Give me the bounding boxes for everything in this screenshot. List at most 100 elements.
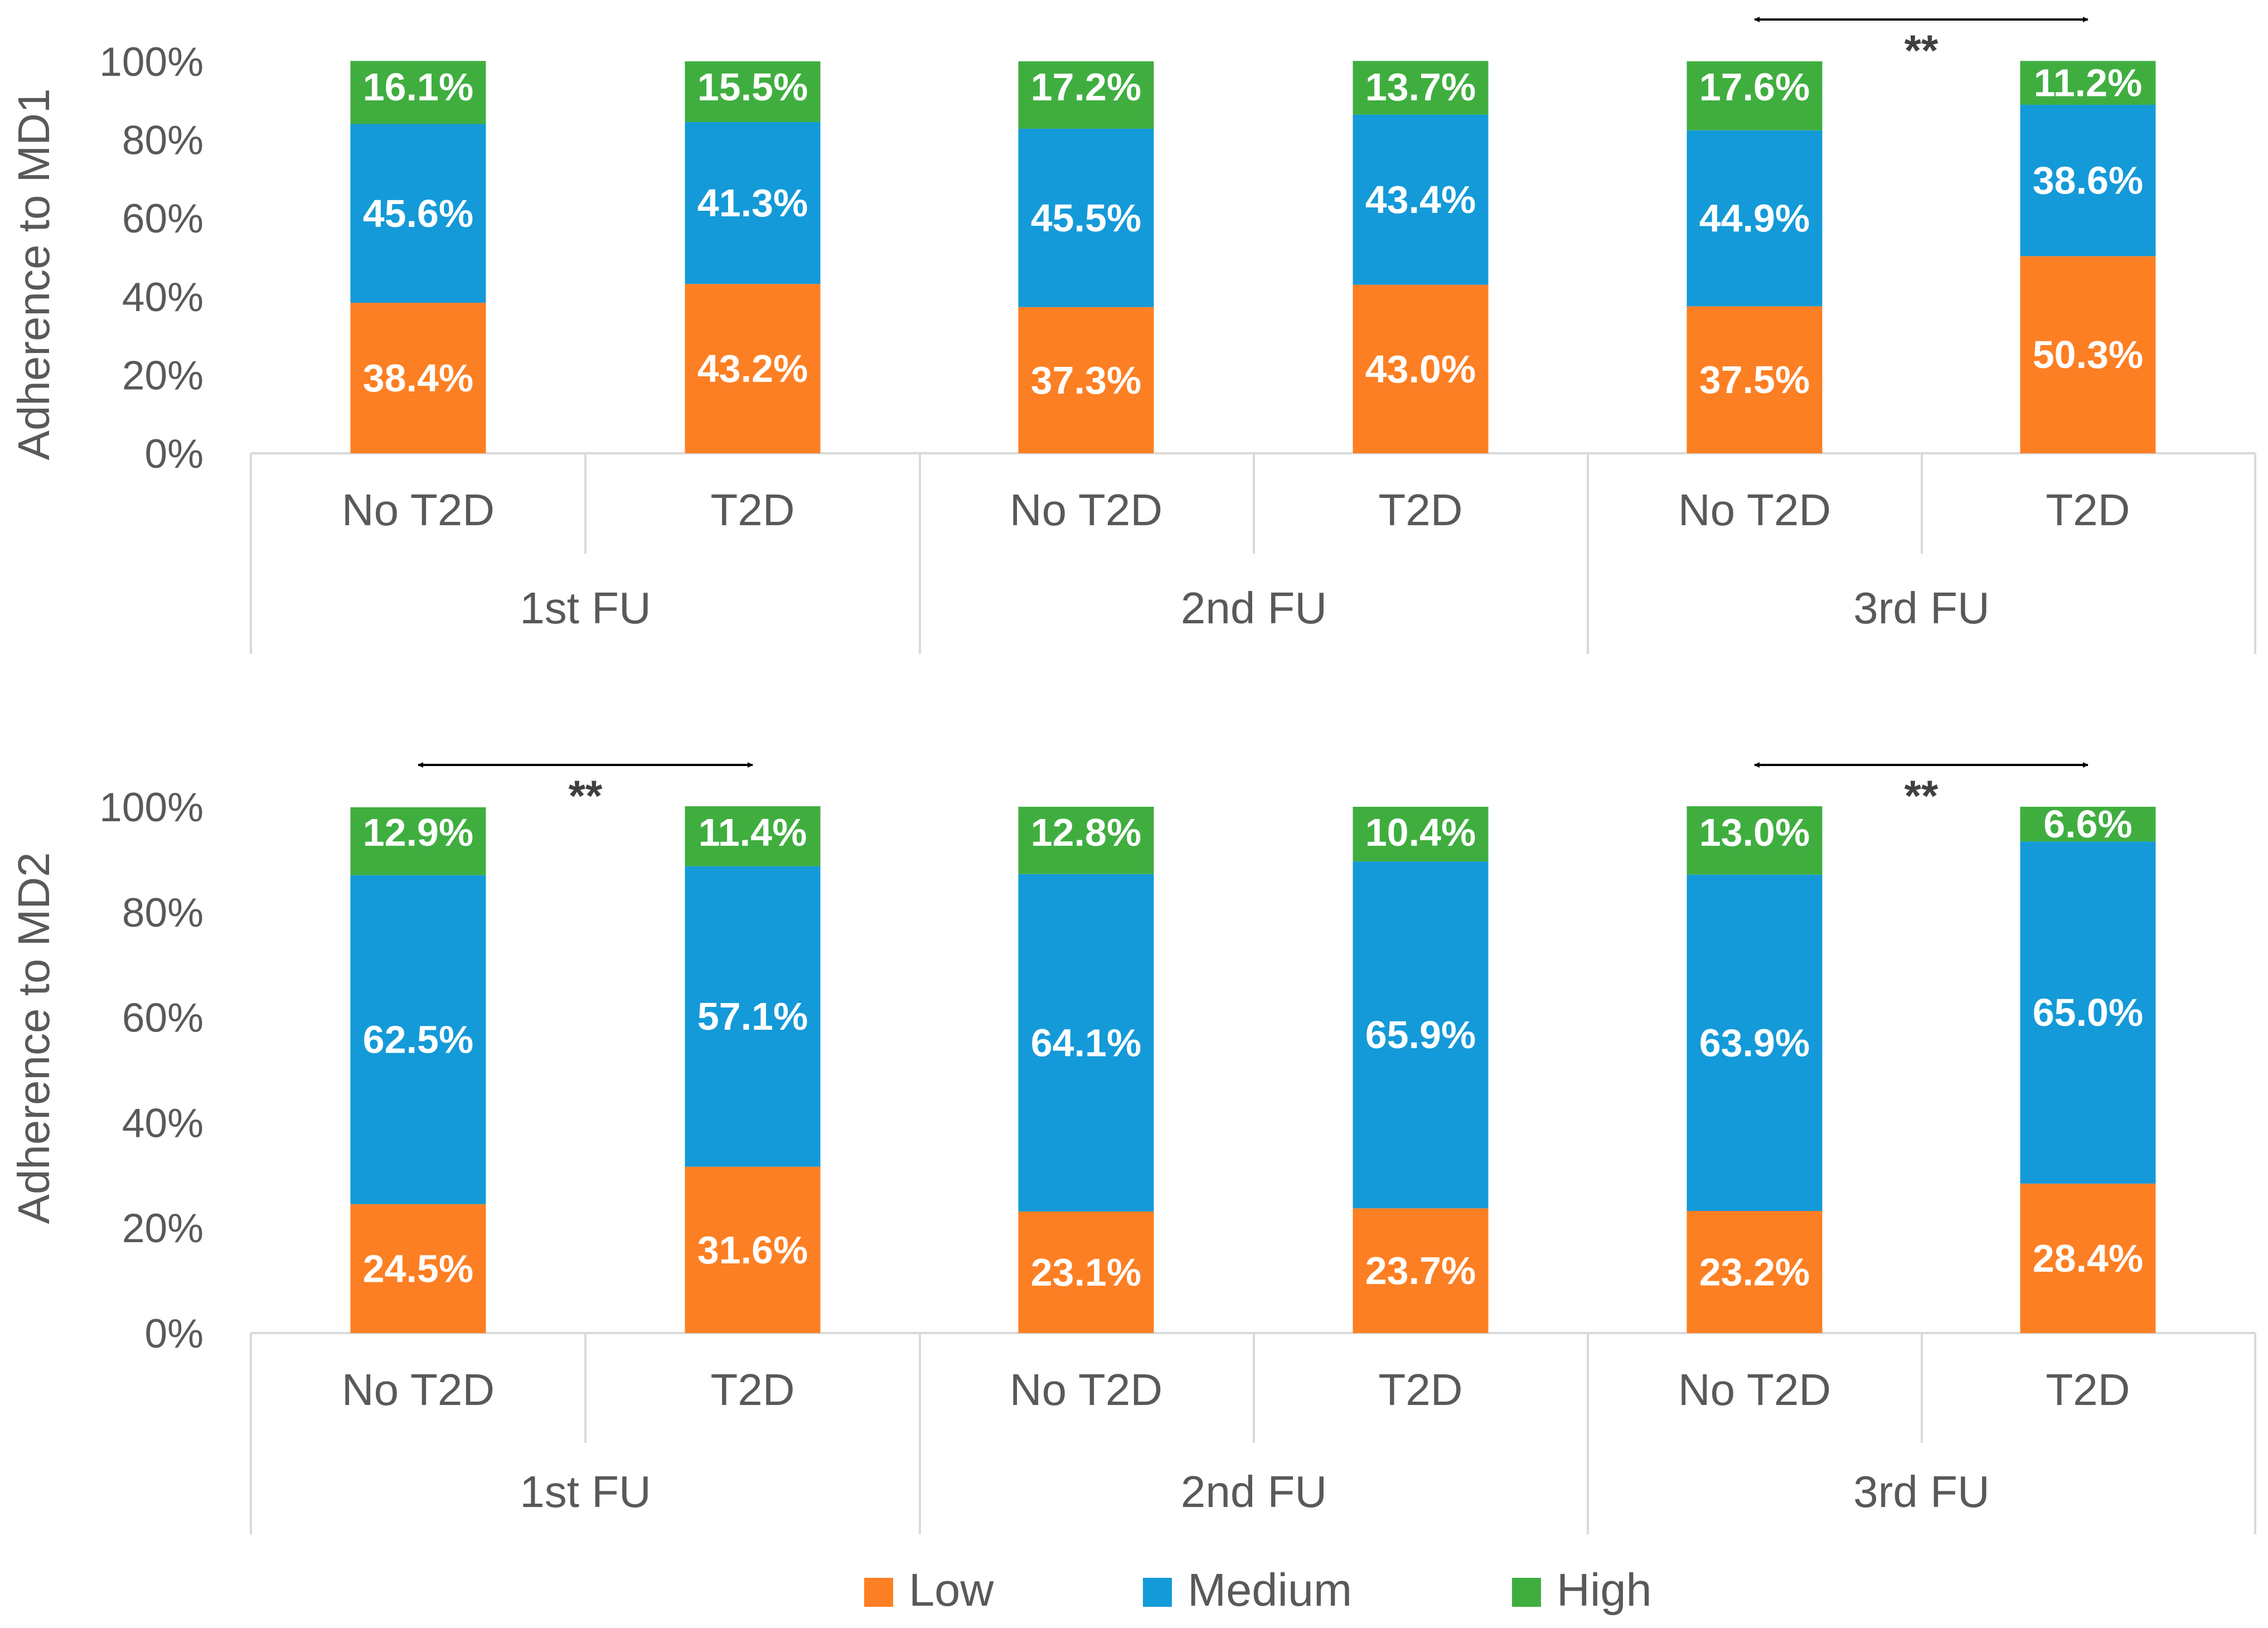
data-label-medium: 63.9% (1699, 1021, 1810, 1064)
legend-swatch-high (1512, 1578, 1541, 1607)
significance-marker: ** (1904, 26, 1939, 75)
data-label-medium: 65.0% (2033, 991, 2143, 1034)
y-tick-label: 80% (122, 890, 203, 936)
category-label: T2D (1378, 485, 1462, 535)
data-label-high: 10.4% (1365, 811, 1476, 854)
bar-segment-low (1687, 306, 1823, 453)
bar-segment-medium (1687, 874, 1823, 1211)
data-label-high: 17.6% (1699, 65, 1810, 109)
bar-segment-low (2020, 256, 2156, 453)
category-label: T2D (2046, 485, 2130, 535)
bar-segment-low (350, 1204, 486, 1333)
chart-panel-1: 0% 20% 40% 60% 80% 100% Adherence to MD1 38.4% 4… (9, 17, 2256, 654)
data-label-low: 50.3% (2033, 333, 2143, 376)
bar-segment-medium (1018, 874, 1154, 1212)
data-label-high: 12.8% (1031, 811, 1141, 854)
data-label-medium: 38.6% (2033, 159, 2143, 202)
chart-panel-2: 0% 20% 40% 60% 80% 100% Adherence to MD2 24.5% 6… (9, 762, 2256, 1534)
data-label-medium: 44.9% (1699, 197, 1810, 240)
y-tick-label: 60% (122, 996, 203, 1041)
y-tick-label: 40% (122, 275, 203, 320)
bar-segment-medium (685, 866, 821, 1167)
bar-segment-low (1353, 284, 1489, 453)
data-label-low: 43.2% (697, 347, 808, 390)
data-label-high: 11.4% (699, 811, 807, 854)
y-tick-label: 80% (122, 118, 203, 163)
bar-segment-low (685, 1166, 821, 1333)
legend-label-low: Low (909, 1564, 994, 1616)
group-label: 3rd FU (1853, 583, 1990, 633)
data-label-high: 13.7% (1365, 65, 1476, 109)
y-axis-label: Adherence to MD1 (9, 88, 59, 460)
bar-segment-high (350, 61, 486, 124)
category-label: No T2D (342, 1365, 495, 1414)
bar-segment-medium (2020, 105, 2156, 256)
group-label: 2nd FU (1181, 1467, 1327, 1516)
bar-segment-high (1687, 806, 1823, 875)
y-tick-label: 100% (99, 785, 203, 830)
data-label-medium: 64.1% (1031, 1021, 1141, 1064)
data-label-medium: 41.3% (697, 181, 808, 225)
category-label: No T2D (1678, 1365, 1831, 1414)
data-label-high: 12.9% (363, 811, 473, 854)
bar-segment-high (2020, 61, 2156, 105)
legend-swatch-low (864, 1578, 893, 1607)
data-label-low: 24.5% (363, 1247, 473, 1290)
bar-segment-medium (1353, 114, 1489, 285)
bar-segment-high (685, 806, 821, 866)
category-label: T2D (2046, 1365, 2130, 1414)
data-label-high: 16.1% (363, 65, 473, 109)
group-label: 3rd FU (1853, 1467, 1990, 1516)
data-label-low: 37.5% (1699, 358, 1810, 401)
bar-segment-medium (350, 124, 486, 303)
category-label: T2D (1378, 1365, 1462, 1414)
y-tick-label: 20% (122, 353, 203, 398)
legend-swatch-medium (1143, 1578, 1172, 1607)
significance-marker: ** (1904, 771, 1939, 820)
data-label-medium: 45.5% (1031, 196, 1141, 240)
category-label: T2D (710, 1365, 794, 1414)
legend-label-high: High (1557, 1564, 1652, 1616)
data-label-low: 43.0% (1365, 347, 1476, 391)
bar-segment-high (2020, 807, 2156, 842)
group-label: 2nd FU (1181, 583, 1327, 633)
bar-segment-medium (350, 875, 486, 1204)
data-label-high: 6.6% (2043, 802, 2133, 846)
bar-segment-high (1018, 807, 1154, 874)
data-label-medium: 62.5% (363, 1018, 473, 1062)
bar-segment-low (2020, 1183, 2156, 1333)
data-label-low: 28.4% (2033, 1237, 2143, 1280)
bar-segment-medium (1353, 861, 1489, 1209)
bar-segment-low (1018, 1211, 1154, 1333)
significance-marker: ** (569, 771, 603, 820)
bar-segment-low (1687, 1210, 1823, 1333)
y-tick-label: 0% (144, 432, 203, 477)
bar-segment-high (685, 61, 821, 122)
data-label-low: 23.7% (1365, 1249, 1476, 1292)
data-label-medium: 65.9% (1365, 1013, 1476, 1057)
data-label-low: 37.3% (1031, 358, 1141, 402)
bar-segment-high (1687, 61, 1823, 130)
legend-label-medium: Medium (1188, 1564, 1352, 1616)
data-label-medium: 43.4% (1365, 178, 1476, 221)
data-label-high: 15.5% (697, 65, 808, 109)
data-label-high: 17.2% (1031, 65, 1141, 109)
category-label: No T2D (342, 485, 495, 535)
bar-segment-high (1353, 807, 1489, 862)
bar-segment-low (1353, 1208, 1489, 1333)
data-label-low: 23.1% (1031, 1251, 1141, 1294)
data-label-low: 38.4% (363, 356, 473, 400)
bar-segment-medium (2020, 841, 2156, 1184)
bar-segment-high (1018, 61, 1154, 129)
category-label: No T2D (1010, 485, 1162, 535)
y-axis-label: Adherence to MD2 (9, 852, 59, 1224)
bar-segment-medium (1687, 130, 1823, 307)
legend: Low Medium High (864, 1564, 1652, 1616)
data-label-high: 13.0% (1699, 811, 1810, 854)
data-label-low: 23.2% (1699, 1250, 1810, 1293)
bar-segment-low (350, 303, 486, 453)
y-tick-label: 0% (144, 1311, 203, 1356)
bar-segment-high (1353, 61, 1489, 115)
bar-segment-low (1018, 307, 1154, 453)
